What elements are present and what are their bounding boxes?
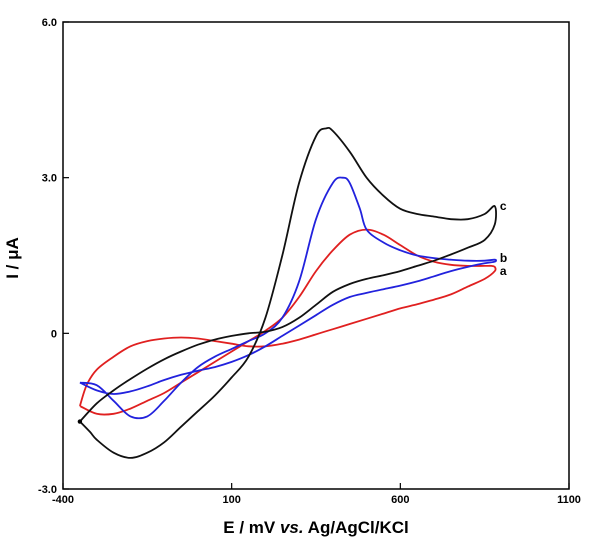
curve-label-b: b [500,251,507,265]
x-axis-title: E / mV vs. Ag/AgCl/KCl [223,518,408,537]
x-tick-label: 1100 [557,494,581,506]
x-axis-title-part-1: E / mV [223,518,280,537]
plot-area [62,21,570,490]
x-tick-label: 100 [222,494,240,506]
curve-label-a: a [500,264,507,278]
x-axis-title-part-2: vs. [280,518,304,537]
series-b-line [79,176,497,420]
axis-ticks: -400 100 600 1100 -3.0 0 3.0 6.0 [38,17,581,506]
y-tick-label: -3.0 [38,484,57,496]
curve-label-c: c [500,199,507,213]
plot-frame [62,21,570,490]
y-axis-title: I / μA [3,237,22,279]
x-tick-label: -400 [52,494,74,506]
curves [77,126,497,459]
y-tick-label: 0 [51,328,57,340]
series-c-line [79,126,497,459]
y-tick-label: 6.0 [42,17,57,29]
x-axis-title-part-3: Ag/AgCl/KCl [304,518,409,537]
curve-labels: ab c [500,199,507,278]
x-tick-label: 600 [391,494,409,506]
series-c-start-point [77,419,83,424]
y-tick-label: 3.0 [42,173,57,185]
